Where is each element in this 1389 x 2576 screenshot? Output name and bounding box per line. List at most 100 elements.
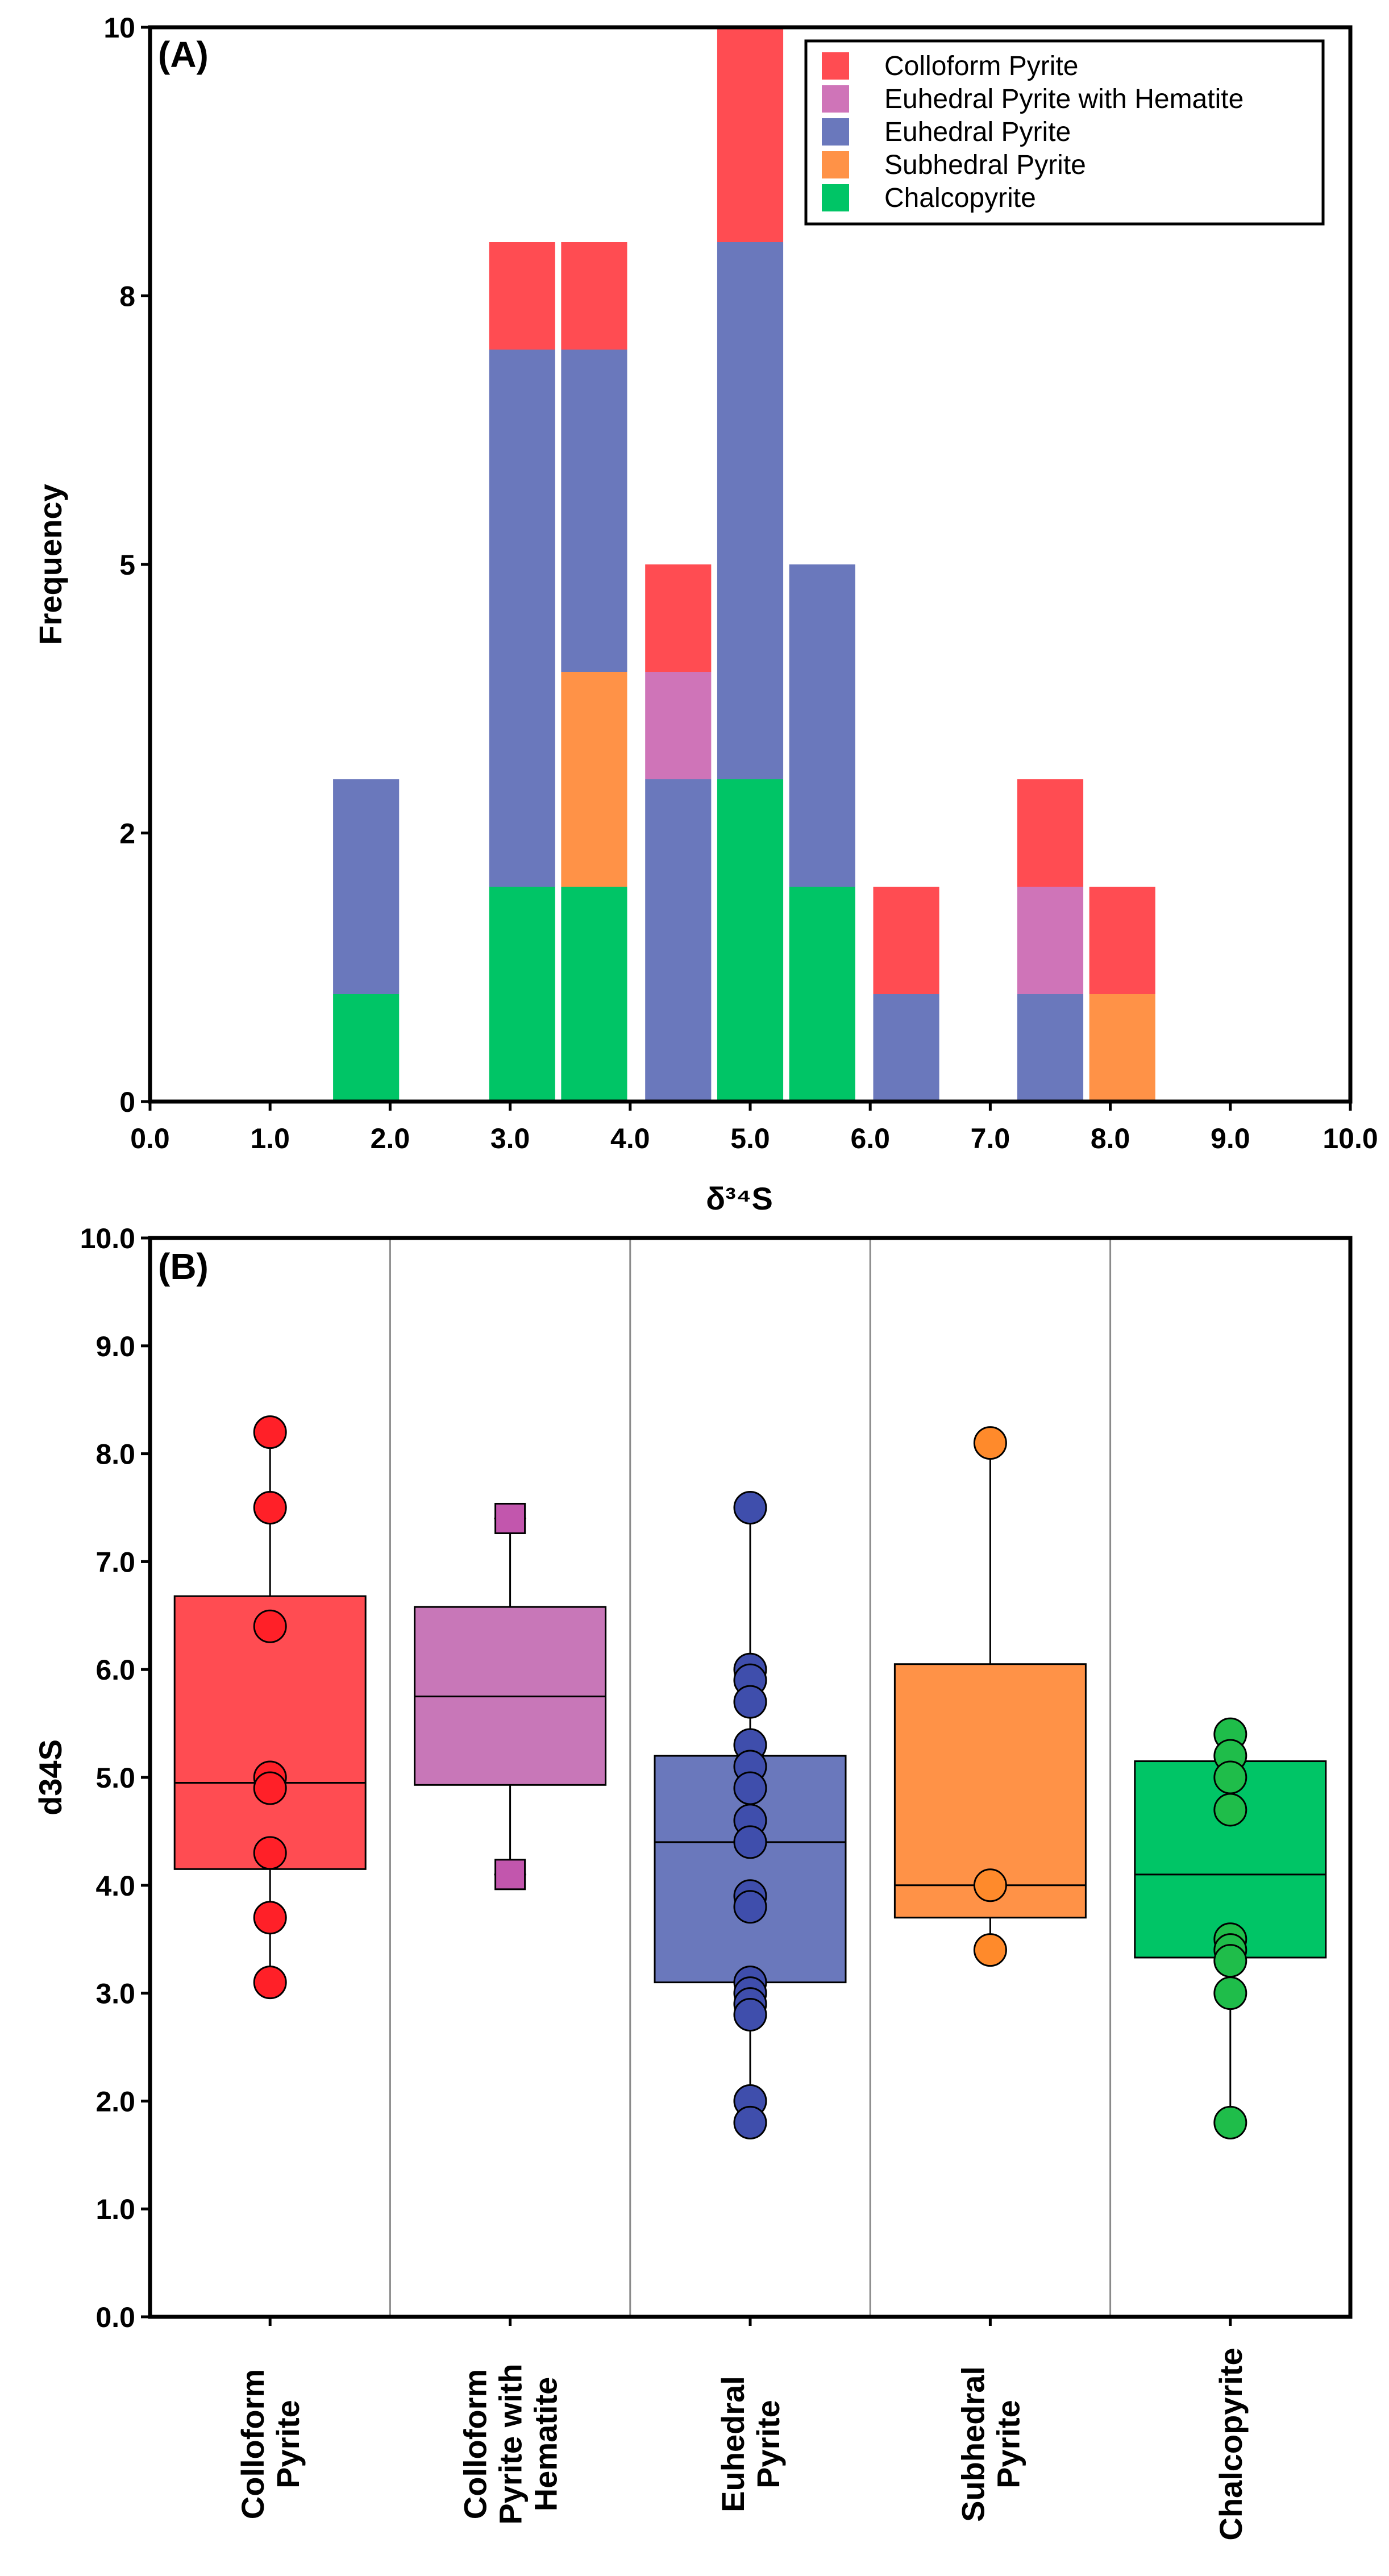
y-tick-label: 10 (103, 12, 135, 44)
panel-b-label: (B) (158, 1246, 209, 1287)
category-label-colloform-pyrite-with-hematite: Hematite (528, 2377, 564, 2512)
category-label-colloform-pyrite-with-hematite: Pyrite with (493, 2363, 529, 2524)
boxplot-y-axis-label: d34S (32, 1739, 68, 1815)
y-tick-label: 1.0 (95, 2193, 135, 2225)
x-tick-label: 2.0 (371, 1123, 410, 1154)
data-point-euhedral-pyrite (733, 1491, 767, 1524)
data-point-euhedral-pyrite (733, 1771, 767, 1805)
y-tick-label: 4.0 (95, 1870, 135, 1902)
x-tick-label: 6.0 (850, 1123, 890, 1154)
histogram-panel-a: 0.0 1.0 2.0 3.0 4.0 5.0 6.0 7.0 8.0 9.0 10.0 0 2 5 8 10… (32, 12, 1378, 1216)
category-label-euhedral-pyrite: Euhedral (715, 2376, 751, 2512)
legend-label-euhedral-pyrite-with-hematite: Euhedral Pyrite with Hematite (884, 84, 1244, 114)
category-label-chalcopyrite: Chalcopyrite (1213, 2348, 1249, 2540)
x-tick-label: 1.0 (250, 1123, 290, 1154)
data-point-colloform-pyrite (253, 1836, 287, 1870)
data-point-colloform-pyrite (253, 1966, 287, 2000)
data-point-chalcopyrite (1213, 1793, 1247, 1827)
x-tick-label: 8.0 (1091, 1123, 1130, 1154)
data-point-colloform-pyrite (253, 1609, 287, 1643)
x-tick-label: 7.0 (971, 1123, 1010, 1154)
data-point-colloform-pyrite (253, 1901, 287, 1935)
y-tick-label: 6.0 (95, 1654, 135, 1686)
data-point-subhedral-pyrite (973, 1868, 1007, 1902)
data-point-chalcopyrite (1213, 1944, 1247, 1978)
data-point-chalcopyrite (1213, 1976, 1247, 2010)
legend-label-subhedral-pyrite: Subhedral Pyrite (884, 150, 1086, 180)
y-tick-label: 2 (119, 818, 135, 850)
data-point-chalcopyrite (1213, 2105, 1247, 2139)
bar-colloform-pyrite (1089, 887, 1155, 994)
legend-label-colloform-pyrite: Colloform Pyrite (884, 51, 1078, 81)
bar-euhedral-pyrite (789, 564, 855, 887)
legend-swatch-euhedral-pyrite-with-hematite (822, 85, 849, 113)
boxplot-boxes (173, 1238, 1327, 2317)
x-tick-label: 3.0 (490, 1123, 530, 1154)
y-tick-label: 8 (119, 281, 135, 313)
data-point-euhedral-pyrite (733, 1890, 767, 1924)
bar-chalcopyrite (489, 887, 555, 1102)
category-label-subhedral-pyrite: Pyrite (990, 2400, 1026, 2488)
legend-frame (804, 39, 1325, 226)
data-point-subhedral-pyrite (973, 1426, 1007, 1460)
bar-euhedral-pyrite (645, 779, 712, 1102)
bar-colloform-pyrite (717, 27, 784, 242)
data-point-colloform-pyrite (253, 1491, 287, 1524)
data-point-euhedral-pyrite (733, 2105, 767, 2139)
bar-chalcopyrite (789, 887, 855, 1102)
bar-chalcopyrite (717, 779, 784, 1102)
legend-swatch-subhedral-pyrite (822, 151, 849, 178)
legend-swatch-chalcopyrite (822, 184, 849, 211)
bar-colloform-pyrite (873, 887, 939, 994)
bar-euhedral-pyrite (1017, 994, 1084, 1102)
boxplot-ticks: 0.0 1.0 2.0 3.0 4.0 5.0 6.0 7.0 8.0 9.0 10.0 (80, 1223, 1232, 2333)
data-point-colloform-pyrite-with-hematite (494, 1502, 526, 1534)
legend-label-euhedral-pyrite: Euhedral Pyrite (884, 117, 1071, 147)
boxplot-category-labels: Colloform Pyrite Colloform Pyrite with Hemat… (235, 2348, 1249, 2540)
data-point-euhedral-pyrite (733, 1825, 767, 1859)
bar-euhedral-pyrite (489, 350, 555, 887)
data-point-chalcopyrite (1213, 1760, 1247, 1794)
bar-chalcopyrite (561, 887, 627, 1102)
bar-subhedral-pyrite (561, 672, 627, 887)
x-tick-label: 0.0 (130, 1123, 170, 1154)
bar-colloform-pyrite (489, 242, 555, 350)
category-label-subhedral-pyrite: Subhedral (955, 2366, 991, 2522)
bar-chalcopyrite (333, 994, 400, 1102)
boxplot-panel-b: 0.0 1.0 2.0 3.0 4.0 5.0 6.0 7.0 8.0 9.0 10.0 (B) d… (32, 1223, 1353, 2541)
bar-euhedral-pyrite (333, 779, 400, 994)
data-point-subhedral-pyrite (973, 1933, 1007, 1967)
data-point-euhedral-pyrite (733, 1998, 767, 2032)
histogram-ticks: 0.0 1.0 2.0 3.0 4.0 5.0 6.0 7.0 8.0 9.0 10.0 0 2 5 8 10 (103, 12, 1378, 1154)
data-point-colloform-pyrite-with-hematite (494, 1859, 526, 1891)
bar-euhedral-pyrite (561, 350, 627, 672)
x-tick-label: 5.0 (730, 1123, 770, 1154)
x-tick-label: 10.0 (1323, 1123, 1378, 1154)
histogram-bars (333, 27, 1155, 1102)
y-tick-label: 2.0 (95, 2085, 135, 2117)
y-tick-label: 10.0 (80, 1223, 135, 1254)
y-tick-label: 0.0 (95, 2301, 135, 2333)
legend-label-chalcopyrite: Chalcopyrite (884, 183, 1036, 213)
data-point-euhedral-pyrite (733, 1685, 767, 1719)
panel-a-label: (A) (158, 34, 209, 75)
bar-colloform-pyrite (1017, 779, 1084, 887)
bar-euhedral-pyrite-with-hematite (1017, 887, 1084, 994)
y-tick-label: 5.0 (95, 1762, 135, 1794)
y-tick-label: 8.0 (95, 1439, 135, 1470)
bar-subhedral-pyrite (1089, 994, 1155, 1102)
bar-euhedral-pyrite (717, 242, 784, 779)
category-label-colloform-pyrite: Colloform (235, 2369, 271, 2519)
bar-colloform-pyrite (561, 242, 627, 350)
y-tick-label: 3.0 (95, 1978, 135, 2010)
data-point-colloform-pyrite (253, 1771, 287, 1805)
y-tick-label: 0 (119, 1086, 135, 1118)
category-label-colloform-pyrite: Pyrite (270, 2400, 306, 2488)
bar-colloform-pyrite (645, 564, 712, 672)
bar-euhedral-pyrite-with-hematite (645, 672, 712, 779)
x-tick-label: 4.0 (610, 1123, 650, 1154)
category-label-euhedral-pyrite: Pyrite (750, 2400, 786, 2488)
y-tick-label: 9.0 (95, 1331, 135, 1362)
